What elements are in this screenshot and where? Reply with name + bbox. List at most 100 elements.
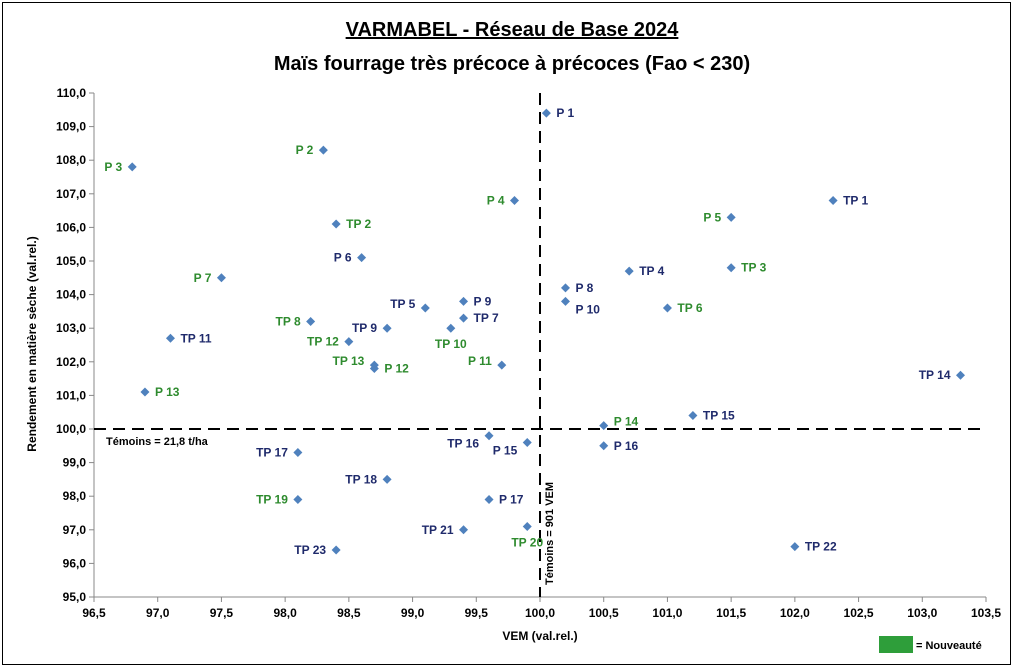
y-tick-label: 108,0: [56, 153, 86, 167]
data-point-marker: [599, 421, 609, 431]
x-tick-label: 96,5: [82, 606, 106, 620]
y-tick-label: 110,0: [57, 86, 87, 100]
data-point-marker: [560, 296, 570, 306]
data-point-marker: [382, 323, 392, 333]
data-point-marker: [484, 495, 494, 505]
y-tick-label: 96,0: [63, 556, 87, 570]
data-point-marker: [344, 337, 354, 347]
data-point-label: TP 8: [276, 314, 301, 328]
data-point-label: P 17: [499, 493, 524, 507]
data-point-label: P 12: [384, 362, 409, 376]
data-point-label: TP 7: [474, 311, 499, 325]
y-tick-labels: 95,0 96,0 97,0 98,0 99,0 100,0 101,0 102,0 103,0…: [56, 86, 94, 604]
data-point-marker: [318, 145, 328, 155]
data-point-marker: [140, 387, 150, 397]
data-point-label: TP 15: [703, 409, 735, 423]
data-point-marker: [790, 542, 800, 552]
data-point-label: TP 4: [639, 264, 664, 278]
data-point-label: P 15: [493, 443, 518, 457]
data-point-label: P 14: [614, 415, 639, 429]
data-point-marker: [127, 162, 137, 172]
data-point-marker: [357, 253, 367, 263]
x-tick-label: 100,0: [525, 606, 555, 620]
x-tick-label: 101,0: [652, 606, 682, 620]
data-point-label: TP 17: [256, 446, 288, 460]
data-point-label: P 10: [575, 302, 600, 316]
data-point-marker: [459, 525, 469, 535]
data-point-label: TP 2: [346, 217, 371, 231]
data-point-marker: [599, 441, 609, 451]
data-point-label: TP 20: [511, 535, 543, 549]
data-point-marker: [726, 263, 736, 273]
data-point-label: P 3: [104, 160, 122, 174]
data-point-label: TP 23: [294, 543, 326, 557]
x-tick-label: 101,5: [716, 606, 746, 620]
data-point-label: P 4: [487, 194, 505, 208]
data-point-marker: [446, 323, 456, 333]
data-point-marker: [216, 273, 226, 283]
x-tick-label: 98,5: [337, 606, 361, 620]
data-point-label: TP 1: [843, 194, 868, 208]
x-tick-labels: 96,5 97,0 97,5 98,0 98,5 99,0 99,5 100,0 100,5 10…: [82, 597, 1001, 620]
data-point-marker: [726, 212, 736, 222]
y-tick-label: 95,0: [63, 590, 87, 604]
data-point-label: P 11: [468, 354, 492, 368]
data-point-marker: [306, 316, 316, 326]
data-point-label: P 8: [575, 281, 593, 295]
data-point-marker: [510, 196, 520, 206]
data-point-label: P 16: [614, 439, 639, 453]
data-point-marker: [382, 474, 392, 484]
data-point-marker: [369, 364, 379, 374]
data-point-label: TP 5: [390, 297, 415, 311]
data-point-marker: [459, 296, 469, 306]
reference-lines: Témoins = 21,8 t/ha Témoins = 901 VEM: [94, 93, 986, 597]
data-point-marker: [293, 495, 303, 505]
data-point-label: P 5: [703, 210, 721, 224]
y-tick-label: 97,0: [63, 523, 87, 537]
data-point-label: TP 12: [307, 335, 339, 349]
data-point-marker: [331, 219, 341, 229]
data-point-label: P 7: [194, 271, 212, 285]
data-point-label: TP 22: [805, 540, 837, 554]
data-point-marker: [624, 266, 634, 276]
data-point-label: TP 9: [352, 321, 377, 335]
x-tick-label: 98,0: [273, 606, 297, 620]
data-points: P 1 P 2 P 3 P 4 TP 1 P 5 TP 2 P 6 TP 3 TP 4 P 7 P 8…: [104, 106, 966, 557]
data-point-marker: [956, 370, 966, 380]
y-tick-label: 104,0: [56, 288, 86, 302]
data-point-marker: [497, 360, 507, 370]
x-tick-label: 102,5: [844, 606, 874, 620]
data-point-label: TP 6: [677, 301, 702, 315]
y-tick-label: 98,0: [63, 489, 87, 503]
data-point-label: TP 19: [256, 493, 288, 507]
data-point-label: TP 21: [422, 523, 454, 537]
data-point-label: TP 13: [333, 354, 365, 368]
x-tick-label: 99,0: [401, 606, 425, 620]
y-tick-label: 101,0: [56, 388, 86, 402]
data-point-marker: [828, 196, 838, 206]
x-tick-label: 102,0: [780, 606, 810, 620]
x-axis-label: VEM (val.rel.): [502, 629, 577, 643]
x-tick-label: 99,5: [465, 606, 489, 620]
reference-label-vertical: Témoins = 901 VEM: [544, 482, 556, 585]
legend-swatch: [879, 636, 913, 653]
y-tick-label: 107,0: [56, 187, 86, 201]
x-tick-label: 100,5: [589, 606, 619, 620]
data-point-label: TP 11: [180, 331, 211, 345]
data-point-label: P 6: [334, 251, 352, 265]
data-point-marker: [293, 448, 303, 458]
data-point-label: P 2: [296, 143, 314, 157]
chart-subtitle: Maïs fourrage très précoce à précoces (F…: [274, 53, 750, 75]
data-point-label: P 1: [556, 106, 574, 120]
data-point-marker: [541, 108, 551, 118]
data-point-marker: [420, 303, 430, 313]
y-tick-label: 100,0: [56, 422, 86, 436]
x-tick-label: 97,5: [210, 606, 234, 620]
data-point-label: TP 3: [741, 261, 766, 275]
data-point-marker: [484, 431, 494, 441]
chart-title: VARMABEL - Réseau de Base 2024: [346, 19, 680, 41]
y-tick-label: 99,0: [63, 456, 87, 470]
data-point-label: P 9: [474, 294, 492, 308]
